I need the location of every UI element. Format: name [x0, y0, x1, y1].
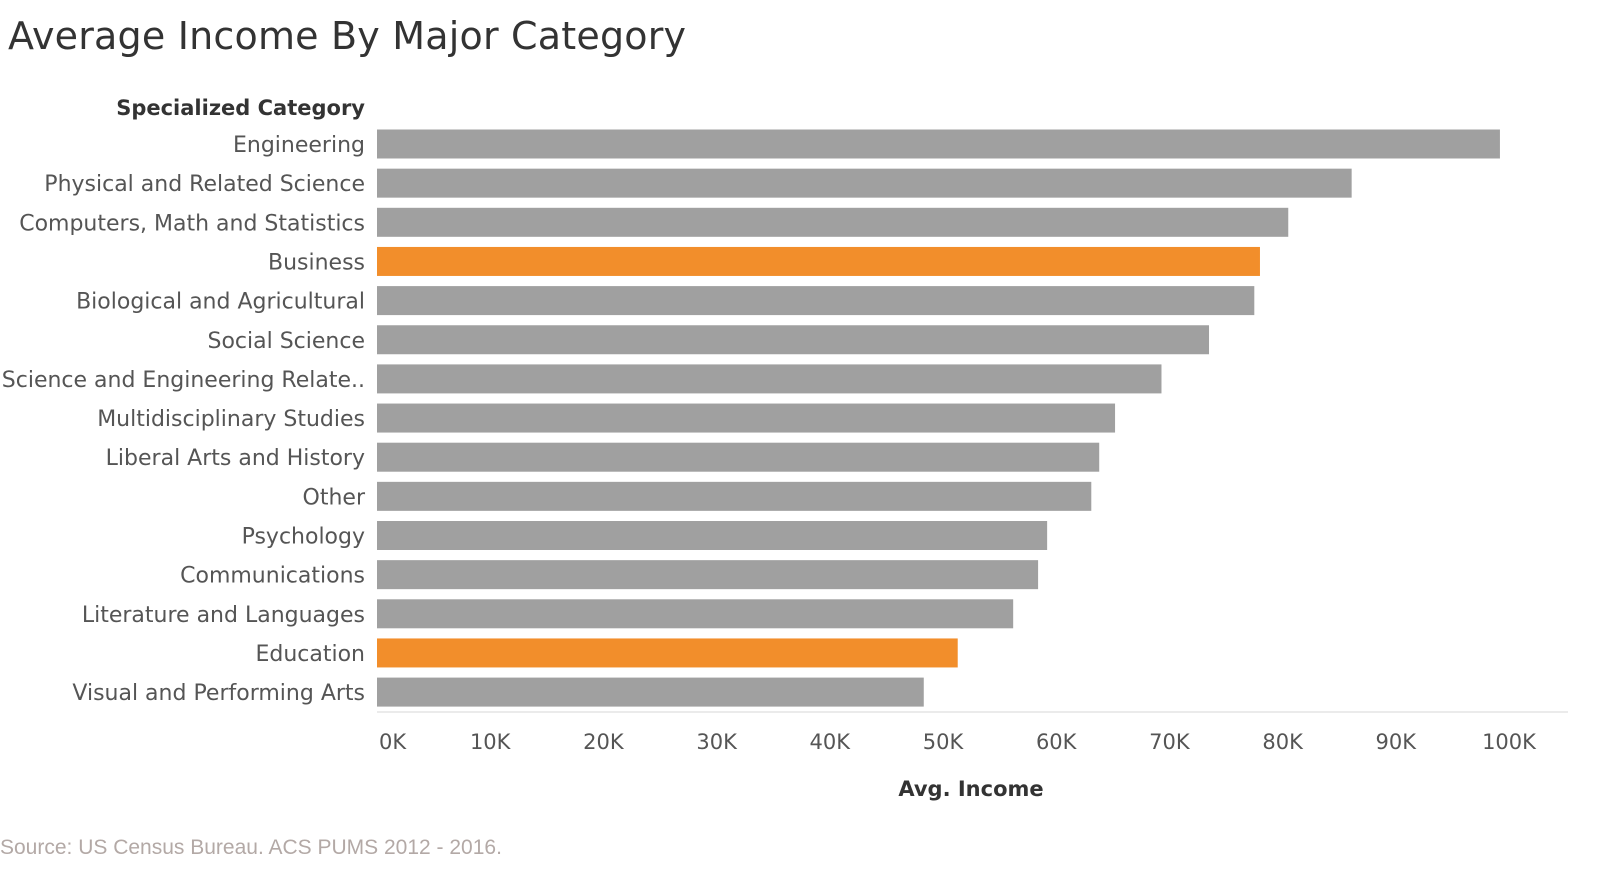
chart-title: Average Income By Major Category	[8, 14, 687, 58]
bar-biological-and-agricultural[interactable]	[377, 286, 1255, 316]
x-tick-label: 70K	[1149, 730, 1191, 754]
bar-psychology[interactable]	[377, 521, 1048, 550]
category-label: Education	[255, 642, 365, 667]
bar-physical-and-related-science[interactable]	[377, 168, 1352, 198]
category-label: Social Science	[207, 329, 365, 354]
x-tick-label: 90K	[1376, 730, 1418, 754]
bar-education[interactable]	[377, 638, 958, 668]
x-tick-label: 40K	[810, 730, 852, 754]
bar-literature-and-languages[interactable]	[377, 599, 1014, 629]
category-label: Liberal Arts and History	[106, 446, 365, 471]
category-label: Engineering	[233, 133, 365, 158]
x-tick-label: 60K	[1036, 730, 1078, 754]
category-label: Computers, Math and Statistics	[19, 211, 365, 236]
category-label: Visual and Performing Arts	[72, 681, 365, 706]
category-label: Multidisciplinary Studies	[97, 407, 365, 432]
bar-visual-and-performing-arts[interactable]	[377, 677, 924, 707]
x-tick-label: 80K	[1262, 730, 1304, 754]
bars-group	[377, 129, 1500, 707]
category-labels: Engineering Physical and Related Science C…	[2, 133, 366, 706]
category-label: Business	[268, 250, 365, 275]
category-label: Biological and Agricultural	[76, 290, 365, 315]
category-label: Literature and Languages	[82, 603, 365, 628]
category-label: Science and Engineering Relate..	[2, 368, 365, 393]
row-header: Specialized Category	[116, 96, 365, 120]
x-tick-label: 30K	[696, 730, 738, 754]
bar-business[interactable]	[377, 246, 1260, 276]
x-axis-ticks: 0K 10K 20K 30K 40K 50K 60K 70K 80K 90K 100K	[379, 730, 1537, 754]
bar-science-and-engineering-relate[interactable]	[377, 364, 1162, 394]
bar-social-science[interactable]	[377, 325, 1210, 355]
bar-engineering[interactable]	[377, 129, 1500, 159]
x-tick-label: 100K	[1482, 730, 1537, 754]
bar-liberal-arts-and-history[interactable]	[377, 442, 1100, 472]
category-label: Psychology	[242, 525, 365, 550]
bar-communications[interactable]	[377, 560, 1039, 590]
bar-other[interactable]	[377, 481, 1092, 511]
x-tick-label: 10K	[470, 730, 512, 754]
category-label: Other	[303, 485, 366, 510]
x-axis-title: Avg. Income	[898, 777, 1043, 801]
category-label: Physical and Related Science	[44, 172, 365, 197]
x-tick-label: 50K	[923, 730, 965, 754]
category-label: Communications	[180, 564, 365, 589]
bar-multidisciplinary-studies[interactable]	[377, 403, 1116, 433]
x-tick-label: 20K	[583, 730, 625, 754]
x-tick-label: 0K	[379, 730, 407, 754]
bar-computers-math-and-statistics[interactable]	[377, 207, 1289, 237]
source-note: Source: US Census Bureau. ACS PUMS 2012 …	[0, 836, 502, 859]
